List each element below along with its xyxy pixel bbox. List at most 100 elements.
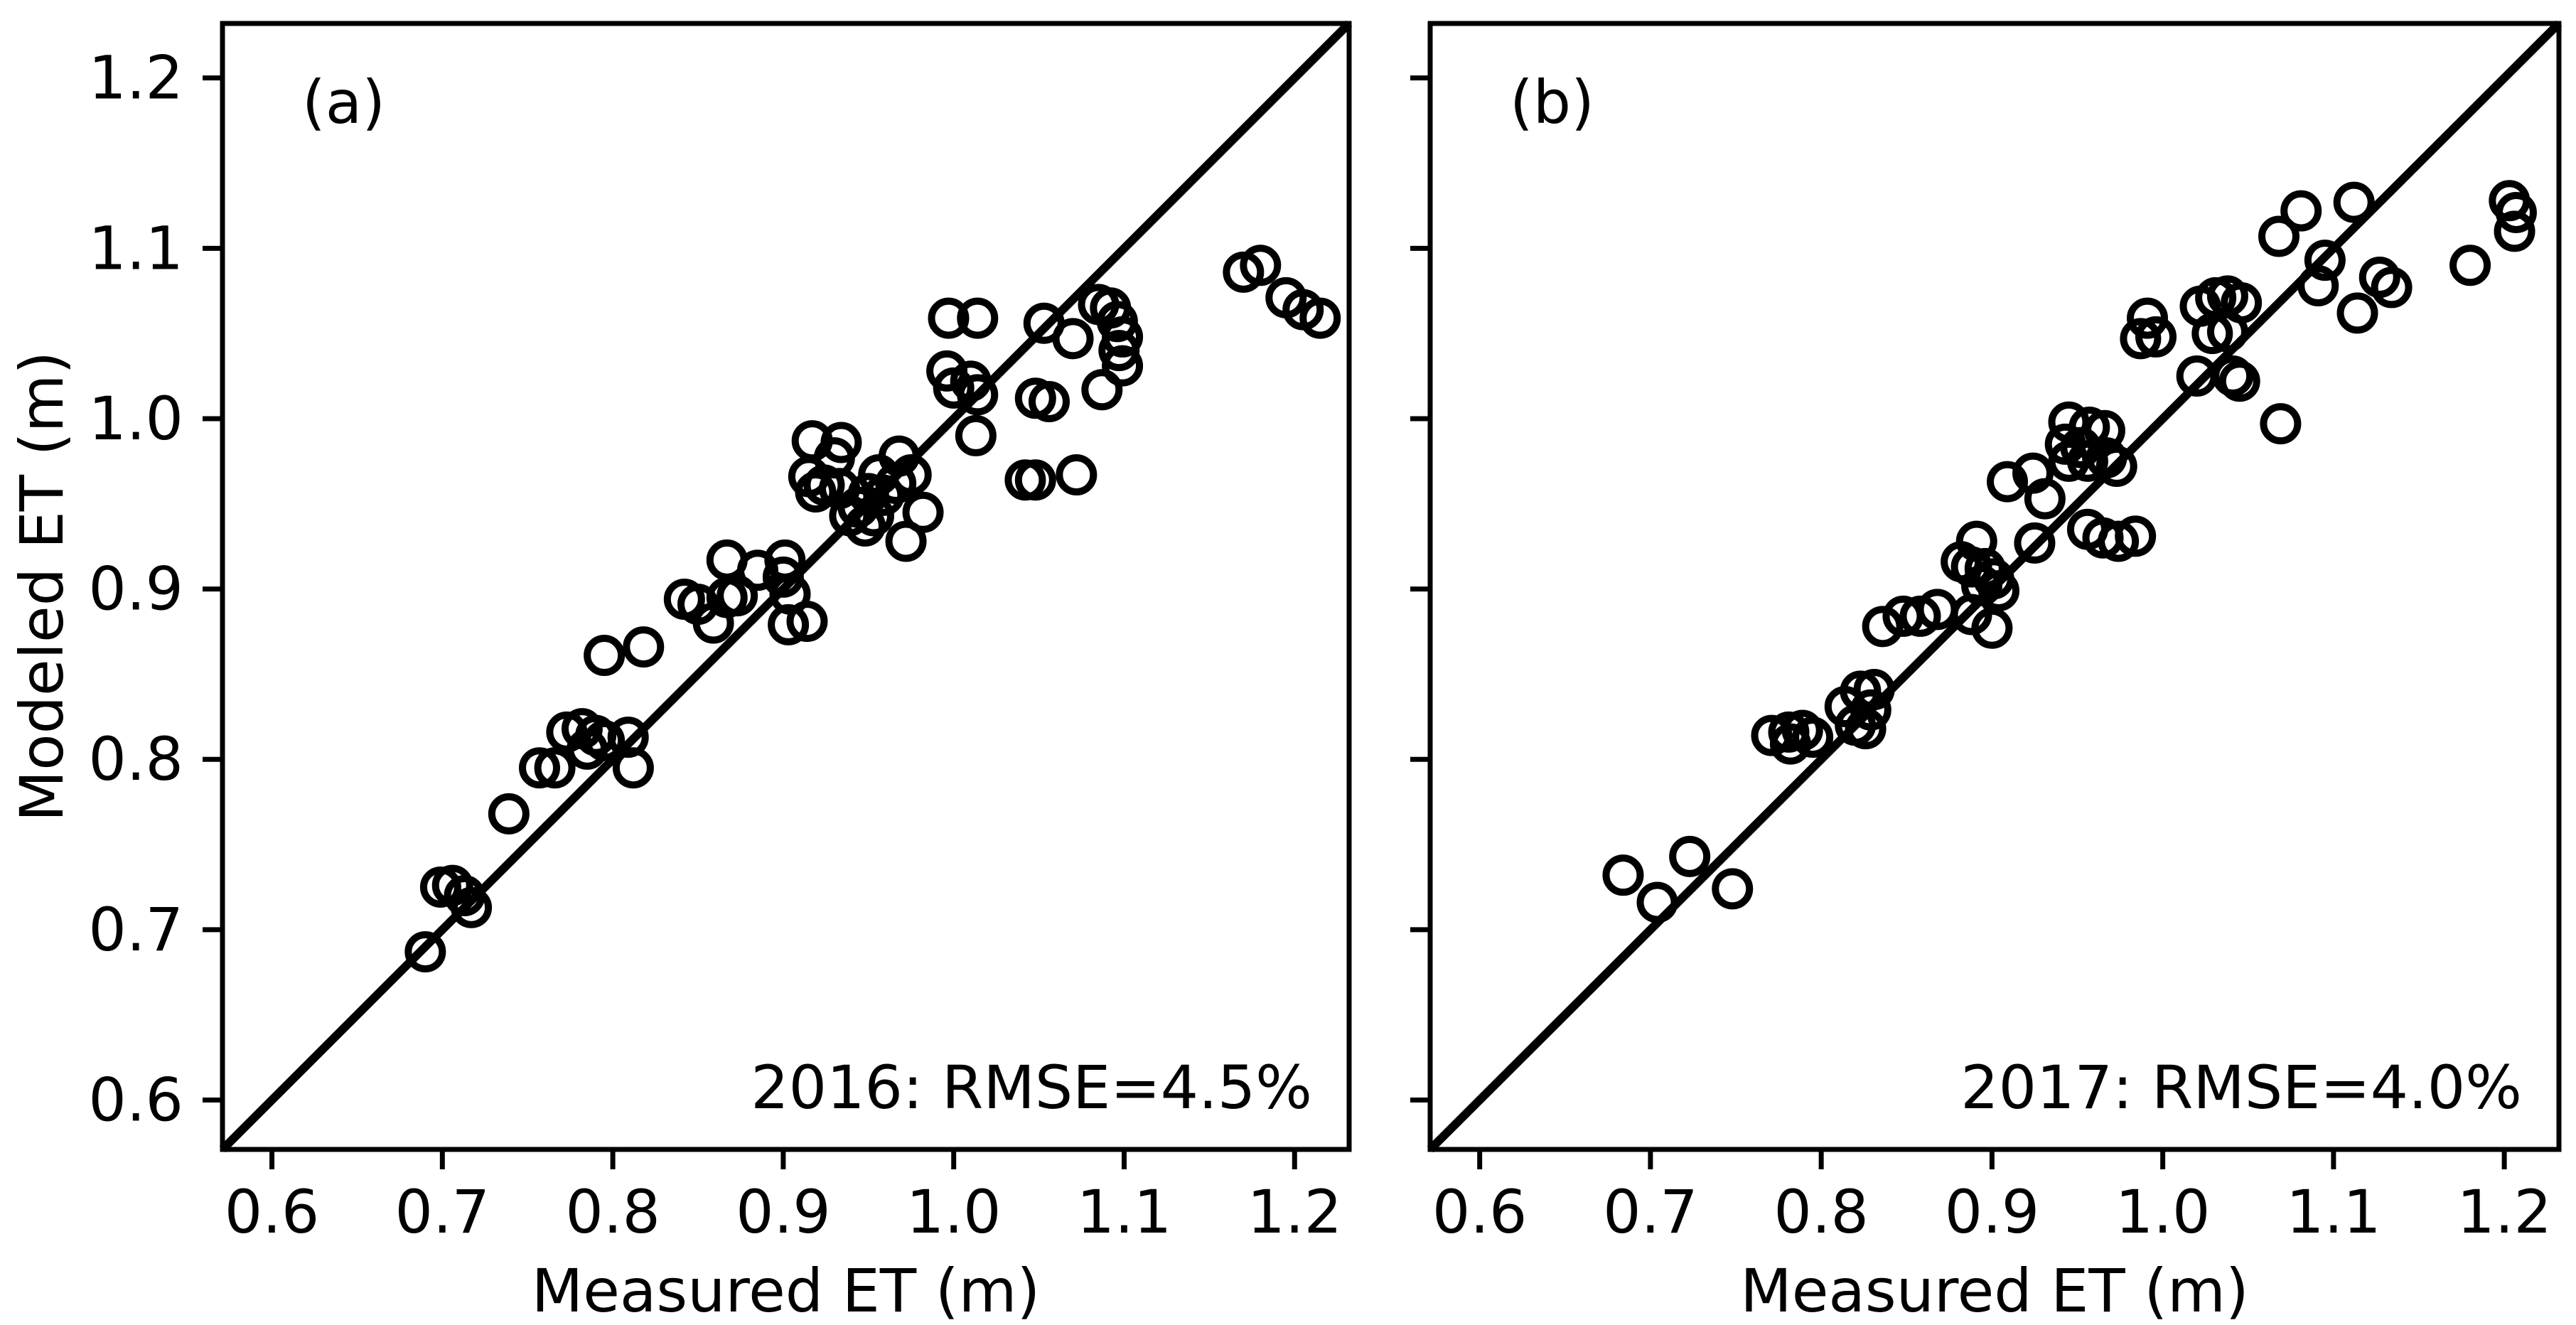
- data-point: [1960, 564, 2002, 606]
- x-tick-label: 1.2: [2457, 1177, 2552, 1247]
- rmse-annotation: 2016: RMSE=4.5%: [751, 1053, 1312, 1122]
- x-tick-label: 0.6: [1432, 1177, 1528, 1247]
- data-point: [1102, 345, 1144, 387]
- data-point: [2449, 245, 2491, 286]
- data-point: [786, 601, 828, 643]
- data-point: [2191, 313, 2233, 355]
- x-axis-title: Measured ET (m): [532, 1256, 1040, 1325]
- x-tick-label: 1.0: [2115, 1177, 2211, 1247]
- x-tick-label: 0.9: [1945, 1177, 2040, 1247]
- x-tick-label: 1.1: [1077, 1177, 1172, 1247]
- data-point: [2336, 292, 2378, 334]
- data-point: [957, 297, 999, 339]
- data-point: [1014, 459, 1056, 501]
- rmse-annotation: 2017: RMSE=4.0%: [1960, 1053, 2522, 1122]
- data-point: [2280, 190, 2322, 232]
- data-point: [2304, 240, 2346, 281]
- y-tick-label: 0.6: [88, 1066, 183, 1135]
- x-axis-title: Measured ET (m): [1740, 1256, 2248, 1325]
- data-point: [1853, 668, 1895, 710]
- axes-box: [1427, 21, 2562, 1152]
- data-point: [404, 931, 446, 973]
- panel-label: (a): [302, 68, 385, 137]
- data-point: [2206, 311, 2248, 353]
- data-point: [902, 491, 944, 533]
- data-point: [2333, 181, 2375, 223]
- data-point: [2024, 478, 2066, 520]
- data-point: [1602, 854, 1644, 896]
- x-tick-label: 0.7: [1603, 1177, 1698, 1247]
- x-tick-label: 0.7: [395, 1177, 490, 1247]
- data-point: [1845, 708, 1887, 750]
- x-tick-label: 0.6: [225, 1177, 320, 1247]
- data-point: [584, 635, 626, 677]
- data-point: [1978, 569, 2020, 611]
- data-point: [955, 414, 997, 456]
- x-tick-label: 1.2: [1247, 1177, 1342, 1247]
- data-point: [957, 374, 999, 416]
- y-tick-label: 1.2: [88, 43, 183, 113]
- data-point: [844, 505, 886, 547]
- data-point: [768, 604, 810, 645]
- data-point: [795, 471, 837, 513]
- x-tick-label: 0.9: [736, 1177, 831, 1247]
- x-tick-label: 0.8: [565, 1177, 660, 1247]
- data-point: [2086, 437, 2127, 479]
- data-point: [534, 747, 576, 789]
- data-point: [2495, 191, 2537, 233]
- data-point: [2371, 267, 2413, 309]
- data-point: [1299, 297, 1341, 339]
- data-point: [612, 747, 654, 789]
- data-point: [1052, 318, 1094, 360]
- data-point: [567, 728, 608, 770]
- data-point: [1862, 606, 1904, 648]
- y-tick-label: 0.7: [88, 895, 183, 965]
- data-point: [1769, 723, 1811, 765]
- panel-label: (b): [1510, 68, 1594, 137]
- data-point: [2297, 265, 2339, 307]
- data-point: [2260, 403, 2302, 445]
- data-point: [1028, 380, 1070, 422]
- data-point: [2115, 515, 2157, 557]
- data-point: [2218, 360, 2260, 402]
- data-point: [1971, 607, 2013, 649]
- data-point: [2014, 522, 2056, 564]
- x-tick-label: 1.1: [2286, 1177, 2381, 1247]
- data-point: [885, 520, 927, 562]
- data-point: [2095, 446, 2137, 488]
- data-point: [1056, 454, 1098, 496]
- axes-box: [220, 21, 1352, 1152]
- y-tick-label: 0.8: [88, 724, 183, 794]
- y-tick-label: 1.0: [88, 384, 183, 454]
- panel-a: 0.6 0.6 0.7 0.7 0.8 0.8 0.9 0.9 1.0 1.0 1.1 1.1 1.2 1…: [88, 20, 1353, 1325]
- data-point: [852, 495, 894, 537]
- data-point: [2048, 440, 2090, 482]
- data-point: [451, 886, 493, 928]
- data-point: [1636, 881, 1678, 923]
- data-point: [623, 626, 665, 668]
- data-point: [1240, 245, 1282, 286]
- data-point: [1669, 835, 1711, 877]
- data-point: [2066, 440, 2108, 482]
- data-point: [1081, 369, 1123, 411]
- y-axis-title: Modeled ET (m): [7, 351, 77, 822]
- data-point: [2098, 520, 2140, 562]
- x-tick-label: 1.0: [906, 1177, 1002, 1247]
- panel-b: 0.6 0.7 0.8 0.9 1.0 1.1 1.2 (b) 2017: RMSE=4.0% M…: [1410, 20, 2562, 1325]
- data-point: [2494, 210, 2535, 252]
- data-point: [519, 747, 561, 789]
- data-point: [1987, 461, 2029, 503]
- data-point: [1712, 868, 1754, 910]
- data-point: [928, 297, 970, 339]
- data-point: [2258, 215, 2300, 257]
- y-tick-label: 0.9: [88, 554, 183, 624]
- data-point: [488, 793, 530, 835]
- data-point: [717, 575, 758, 617]
- data-point: [1955, 520, 1997, 562]
- data-point: [2135, 316, 2177, 358]
- data-point: [1792, 717, 1834, 758]
- data-point: [2120, 318, 2162, 360]
